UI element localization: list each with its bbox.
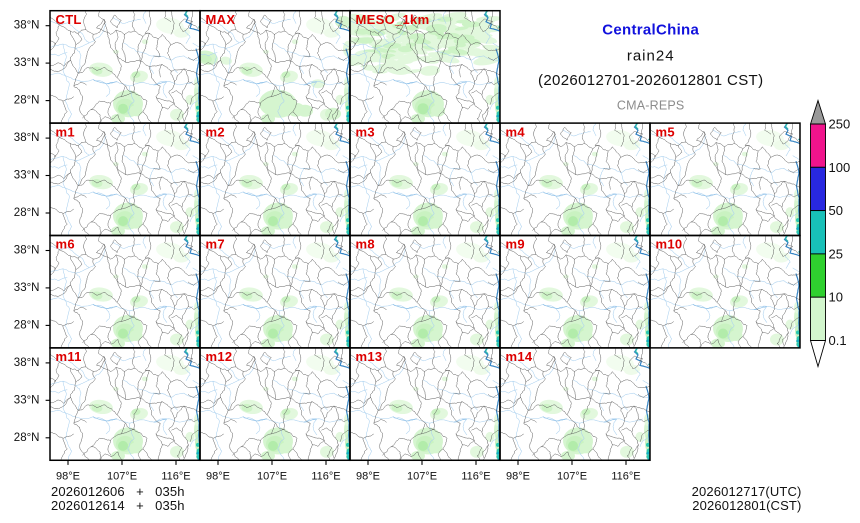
svg-text:2026012801(CST): 2026012801(CST) [692,498,801,513]
svg-text:107°E: 107°E [107,471,137,483]
svg-text:0.1: 0.1 [829,333,847,348]
svg-text:m9: m9 [506,237,525,252]
svg-text:38°N: 38°N [14,132,40,144]
svg-text:m10: m10 [656,237,683,252]
svg-text:98°E: 98°E [206,471,230,483]
svg-text:m8: m8 [356,237,375,252]
svg-text:m7: m7 [206,237,225,252]
svg-text:25: 25 [829,246,843,261]
svg-text:98°E: 98°E [56,471,80,483]
svg-text:28°N: 28°N [14,95,40,107]
svg-text:2026012614 + 035h: 2026012614 + 035h [51,498,185,513]
svg-text:38°N: 38°N [14,357,40,369]
svg-text:CentralChina: CentralChina [602,22,699,39]
svg-text:107°E: 107°E [407,471,437,483]
svg-text:CTL: CTL [56,12,82,27]
svg-text:33°N: 33°N [14,57,40,69]
svg-text:116°E: 116°E [461,471,490,483]
svg-text:m5: m5 [656,124,675,139]
svg-text:2026012717(UTC): 2026012717(UTC) [692,484,802,499]
svg-text:rain24: rain24 [627,48,675,65]
svg-text:98°E: 98°E [356,471,380,483]
svg-text:(2026012701-2026012801 CST): (2026012701-2026012801 CST) [538,72,763,89]
svg-text:28°N: 28°N [14,432,40,444]
svg-text:m14: m14 [506,349,533,364]
svg-text:33°N: 33°N [14,282,40,294]
svg-text:MAX: MAX [206,12,236,27]
svg-text:m11: m11 [56,349,82,364]
svg-text:33°N: 33°N [14,170,40,182]
svg-text:116°E: 116°E [611,471,640,483]
svg-text:m1: m1 [56,124,75,139]
svg-text:2026012606 + 035h: 2026012606 + 035h [51,484,185,499]
svg-text:m6: m6 [56,237,75,252]
svg-text:28°N: 28°N [14,207,40,219]
svg-text:m13: m13 [356,349,383,364]
svg-text:m2: m2 [206,124,225,139]
svg-text:98°E: 98°E [506,471,530,483]
svg-text:CMA-REPS: CMA-REPS [617,99,685,113]
svg-text:28°N: 28°N [14,319,40,331]
svg-text:m12: m12 [206,349,233,364]
svg-text:116°E: 116°E [311,471,340,483]
svg-text:m3: m3 [356,124,375,139]
svg-text:250: 250 [829,117,851,132]
svg-text:100: 100 [829,160,851,175]
svg-text:116°E: 116°E [161,471,190,483]
svg-text:38°N: 38°N [14,20,40,32]
svg-text:m4: m4 [506,124,526,139]
svg-text:33°N: 33°N [14,394,40,406]
svg-text:107°E: 107°E [257,471,287,483]
svg-text:38°N: 38°N [14,245,40,257]
svg-text:50: 50 [829,203,843,218]
svg-text:10: 10 [829,290,843,305]
svg-text:MESO_1km: MESO_1km [356,12,430,27]
svg-text:107°E: 107°E [557,471,587,483]
